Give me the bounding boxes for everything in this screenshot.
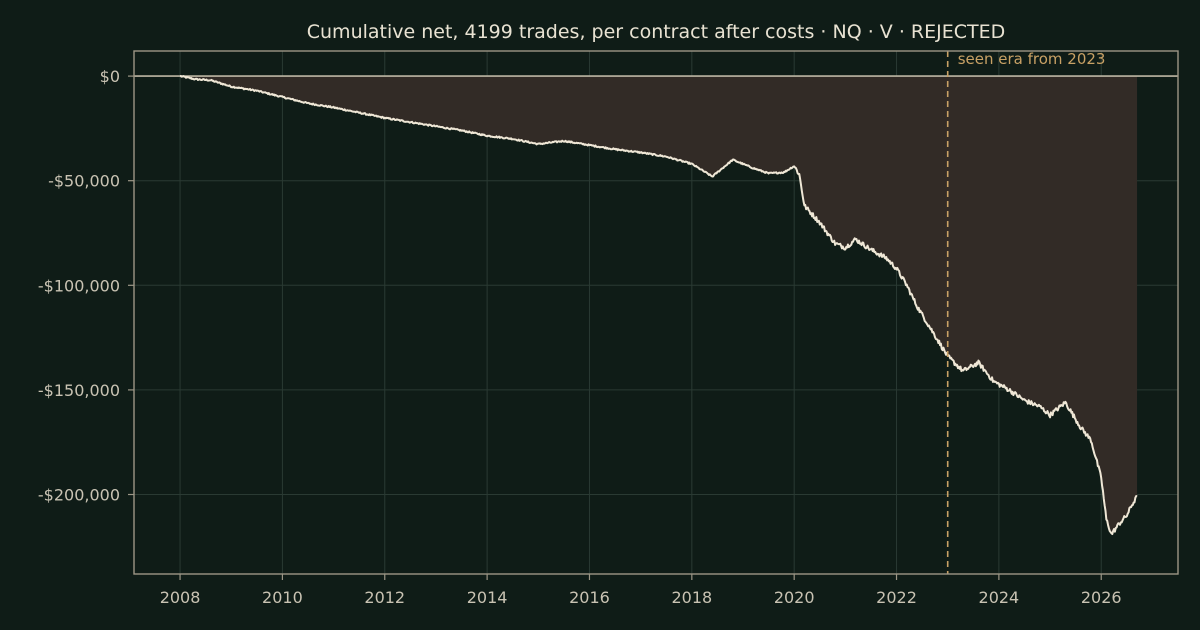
series-line-layer <box>179 75 1138 536</box>
annotation-layer: seen era from 2023 <box>946 50 1106 574</box>
y-tick-label: $0 <box>100 67 120 86</box>
y-tick-label: -$150,000 <box>38 381 120 400</box>
x-tick-label: 2024 <box>979 588 1020 607</box>
x-tick-label: 2012 <box>364 588 405 607</box>
x-tick-label: 2008 <box>160 588 201 607</box>
x-tick-label: 2026 <box>1081 588 1122 607</box>
annotation-label: seen era from 2023 <box>958 50 1106 68</box>
drawdown-area <box>180 76 1138 535</box>
x-tick-label: 2018 <box>671 588 712 607</box>
x-tick-label: 2014 <box>467 588 508 607</box>
x-tick-label: 2016 <box>569 588 610 607</box>
axes <box>128 50 1179 580</box>
chart-title: Cumulative net, 4199 trades, per contrac… <box>307 21 1005 43</box>
series-line <box>179 75 1138 536</box>
tick-labels: 2008 2010 2012 2014 2016 2018 2020 2022 2024 2026… <box>38 67 1122 607</box>
area-fill-layer <box>180 76 1138 535</box>
y-tick-label: -$50,000 <box>48 172 120 191</box>
x-tick-label: 2022 <box>876 588 917 607</box>
x-tick-label: 2010 <box>262 588 303 607</box>
plot-frame <box>133 50 1179 575</box>
y-tick-label: -$200,000 <box>38 486 120 505</box>
y-tick-label: -$100,000 <box>38 276 120 295</box>
x-tick-label: 2020 <box>774 588 815 607</box>
